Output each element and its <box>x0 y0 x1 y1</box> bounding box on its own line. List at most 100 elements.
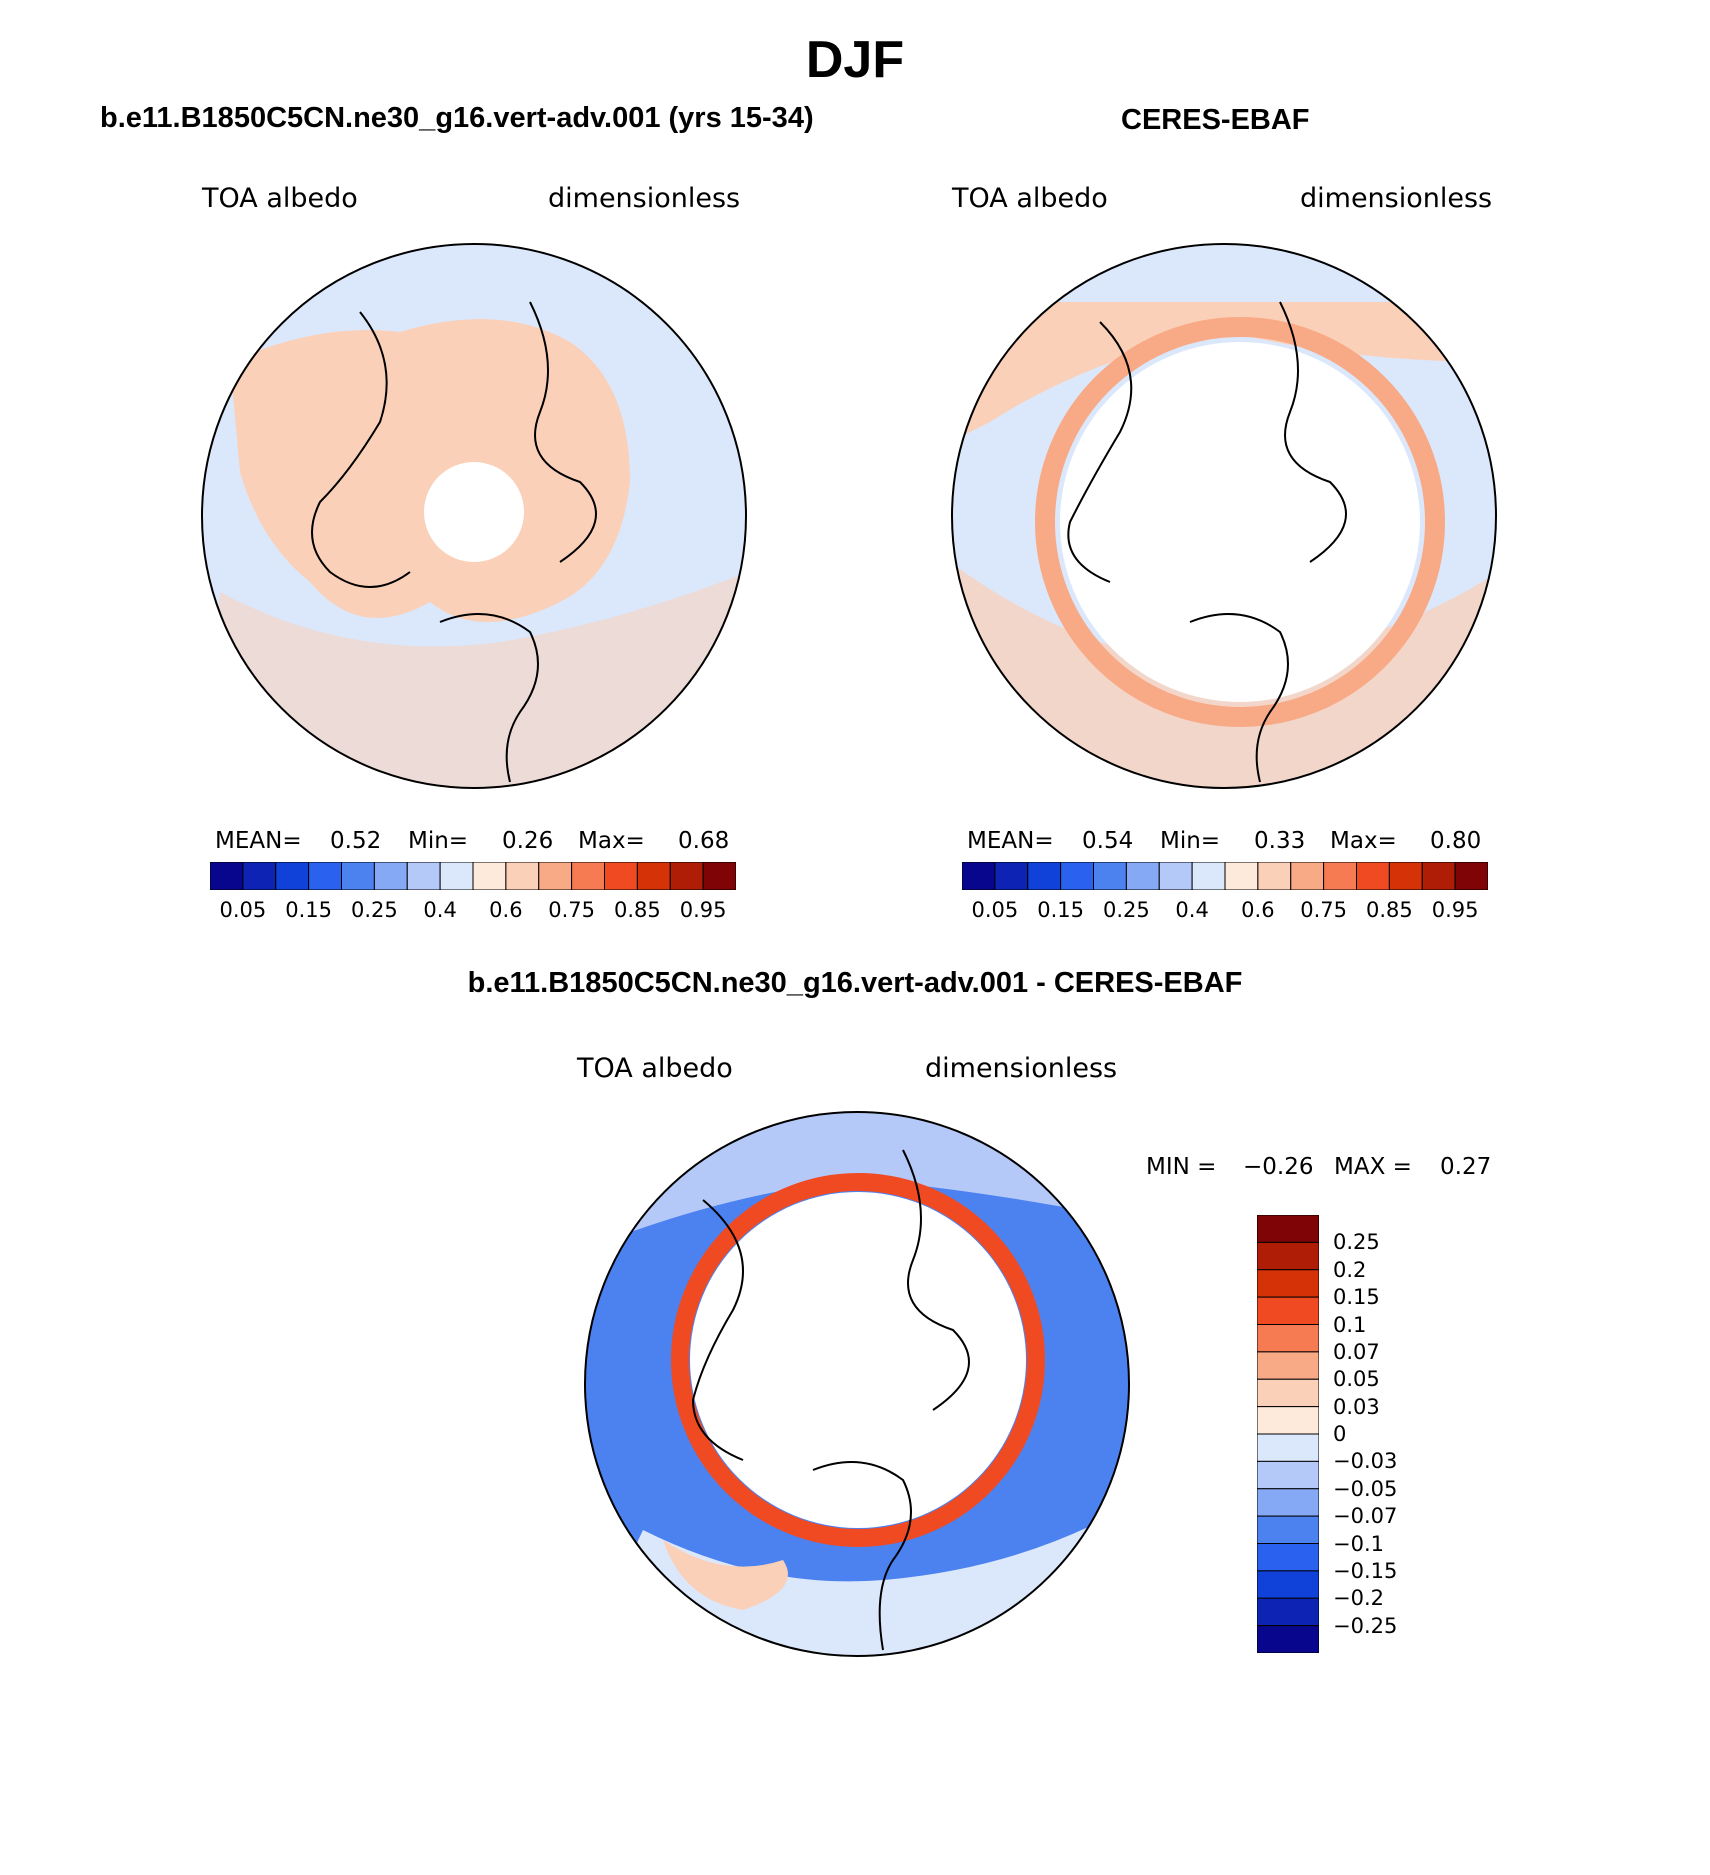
colorbar-tick-label: 0.85 <box>613 898 661 922</box>
model-max-label: Max= <box>578 828 645 854</box>
obs-colorbar: 0.05 0.15 0.25 0.4 0.6 0.75 0.85 0.95 <box>962 862 1488 922</box>
colorbar-tick-label: 0.25 <box>1102 898 1150 922</box>
model-mean-value: 0.52 <box>330 828 382 854</box>
colorbar-swatch <box>1257 1625 1319 1653</box>
colorbar-tick-label: −0.25 <box>1333 1613 1398 1638</box>
model-min-value: 0.26 <box>502 828 554 854</box>
colorbar-swatch <box>1257 1241 1319 1271</box>
colorbar-swatch <box>1257 1378 1319 1408</box>
obs-ring <box>1035 317 1445 727</box>
colorbar-tick-label: 0.4 <box>423 898 457 922</box>
model-units-label: dimensionless <box>548 183 741 214</box>
colorbar-swatch <box>604 862 638 890</box>
colorbar-tick-label: −0.1 <box>1333 1531 1384 1556</box>
page-title: DJF <box>805 31 905 89</box>
colorbar-swatch <box>1125 862 1160 890</box>
colorbar-swatch <box>373 862 408 890</box>
colorbar-swatch <box>439 862 474 890</box>
colorbar-swatch <box>571 862 606 890</box>
colorbar-tick-label: 0.95 <box>679 898 727 922</box>
colorbar-swatch <box>1257 1433 1319 1462</box>
diff-positive-patch <box>663 1540 788 1610</box>
colorbar-swatch <box>1257 1296 1319 1326</box>
obs-min-value: 0.33 <box>1254 828 1306 854</box>
colorbar-tick-label: −0.2 <box>1333 1586 1384 1611</box>
colorbar-tick-label: 0.07 <box>1333 1339 1380 1364</box>
obs-mean-value: 0.54 <box>1082 828 1134 854</box>
model-mean-label: MEAN= <box>215 828 302 854</box>
diff-max-value: 0.27 <box>1440 1154 1492 1180</box>
colorbar-swatch <box>1290 862 1325 890</box>
obs-mean-label: MEAN= <box>967 828 1054 854</box>
obs-max-value: 0.80 <box>1430 828 1482 854</box>
diff-units-label: dimensionless <box>925 1053 1118 1084</box>
colorbar-swatch <box>1060 862 1095 890</box>
colorbar-swatch <box>210 862 244 890</box>
colorbar-swatch <box>962 862 996 890</box>
colorbar-tick-label: 0.75 <box>548 898 596 922</box>
colorbar-swatch <box>538 862 573 890</box>
colorbar-swatch <box>1257 1488 1319 1517</box>
colorbar-tick-label: 0.05 <box>1333 1367 1380 1392</box>
colorbar-tick-label: −0.15 <box>1333 1558 1398 1583</box>
colorbar-swatch <box>275 862 310 890</box>
colorbar-tick-label: 0.25 <box>350 898 398 922</box>
colorbar-swatch <box>1027 862 1062 890</box>
colorbar-tick-label: 0.15 <box>1333 1285 1380 1310</box>
model-ocean-band <box>202 572 746 788</box>
obs-min-label: Min= <box>1160 828 1221 854</box>
colorbar-swatch <box>1257 1543 1319 1572</box>
colorbar-tick-label: 0.6 <box>489 898 523 922</box>
model-polar-gap <box>424 462 524 562</box>
diff-polar-map <box>584 1111 1130 1657</box>
colorbar-swatch <box>341 862 375 890</box>
colorbar-swatch <box>994 862 1029 890</box>
obs-polar-gap <box>1060 342 1420 702</box>
colorbar-swatch <box>1257 1460 1319 1490</box>
diff-panel-title: b.e11.B1850C5CN.ne30_g16.vert-adv.001 - … <box>467 967 1243 999</box>
obs-high-albedo-region <box>952 302 1496 442</box>
colorbar-tick-label: 0.95 <box>1431 898 1479 922</box>
colorbar-tick-label: 0.25 <box>1333 1230 1380 1255</box>
colorbar-swatch <box>1323 862 1358 890</box>
colorbar-tick-label: 0.15 <box>285 898 333 922</box>
colorbar-tick-label: 0.4 <box>1175 898 1209 922</box>
obs-polar-map <box>951 243 1497 789</box>
colorbar-swatch <box>1093 862 1127 890</box>
obs-variable-label: TOA albedo <box>952 183 1108 214</box>
colorbar-tick-label: 0.85 <box>1365 898 1413 922</box>
colorbar-swatch <box>472 862 507 890</box>
model-coastline-3 <box>439 613 539 783</box>
colorbar-swatch <box>1454 862 1488 890</box>
colorbar-swatch <box>702 862 736 890</box>
colorbar-tick-label: −0.05 <box>1333 1476 1398 1501</box>
colorbar-tick-label: 0.15 <box>1037 898 1085 922</box>
colorbar-tick-label: 0.6 <box>1241 898 1275 922</box>
diff-coastline-2 <box>902 1149 970 1411</box>
colorbar-swatch <box>1257 1215 1319 1243</box>
colorbar-tick-label: 0.75 <box>1300 898 1348 922</box>
colorbar-swatch <box>1421 862 1456 890</box>
colorbar-swatch <box>1257 1515 1319 1545</box>
colorbar-tick-label: 0.03 <box>1333 1394 1380 1419</box>
colorbar-swatch <box>1257 1570 1319 1599</box>
colorbar-swatch <box>505 862 540 890</box>
colorbar-swatch <box>1191 862 1226 890</box>
obs-max-label: Max= <box>1330 828 1397 854</box>
colorbar-swatch <box>1224 862 1259 890</box>
model-coastline-2 <box>529 301 597 563</box>
colorbar-swatch <box>242 862 277 890</box>
model-variable-label: TOA albedo <box>202 183 358 214</box>
diff-polar-gap <box>690 1192 1026 1528</box>
model-panel-title: b.e11.B1850C5CN.ne30_g16.vert-adv.001 (y… <box>100 102 814 134</box>
obs-coastline-3 <box>1189 613 1289 783</box>
colorbar-swatch <box>669 862 704 890</box>
colorbar-tick-label: −0.03 <box>1333 1449 1398 1474</box>
colorbar-tick-label: 0.05 <box>219 898 267 922</box>
colorbar-swatch <box>406 862 441 890</box>
diff-ring <box>671 1173 1045 1547</box>
colorbar-tick-label: 0.1 <box>1333 1312 1367 1337</box>
colorbar-tick-label: 0 <box>1333 1422 1347 1446</box>
model-coastline-1 <box>311 311 411 588</box>
model-colorbar: 0.05 0.15 0.25 0.4 0.6 0.75 0.85 0.95 <box>210 862 736 922</box>
